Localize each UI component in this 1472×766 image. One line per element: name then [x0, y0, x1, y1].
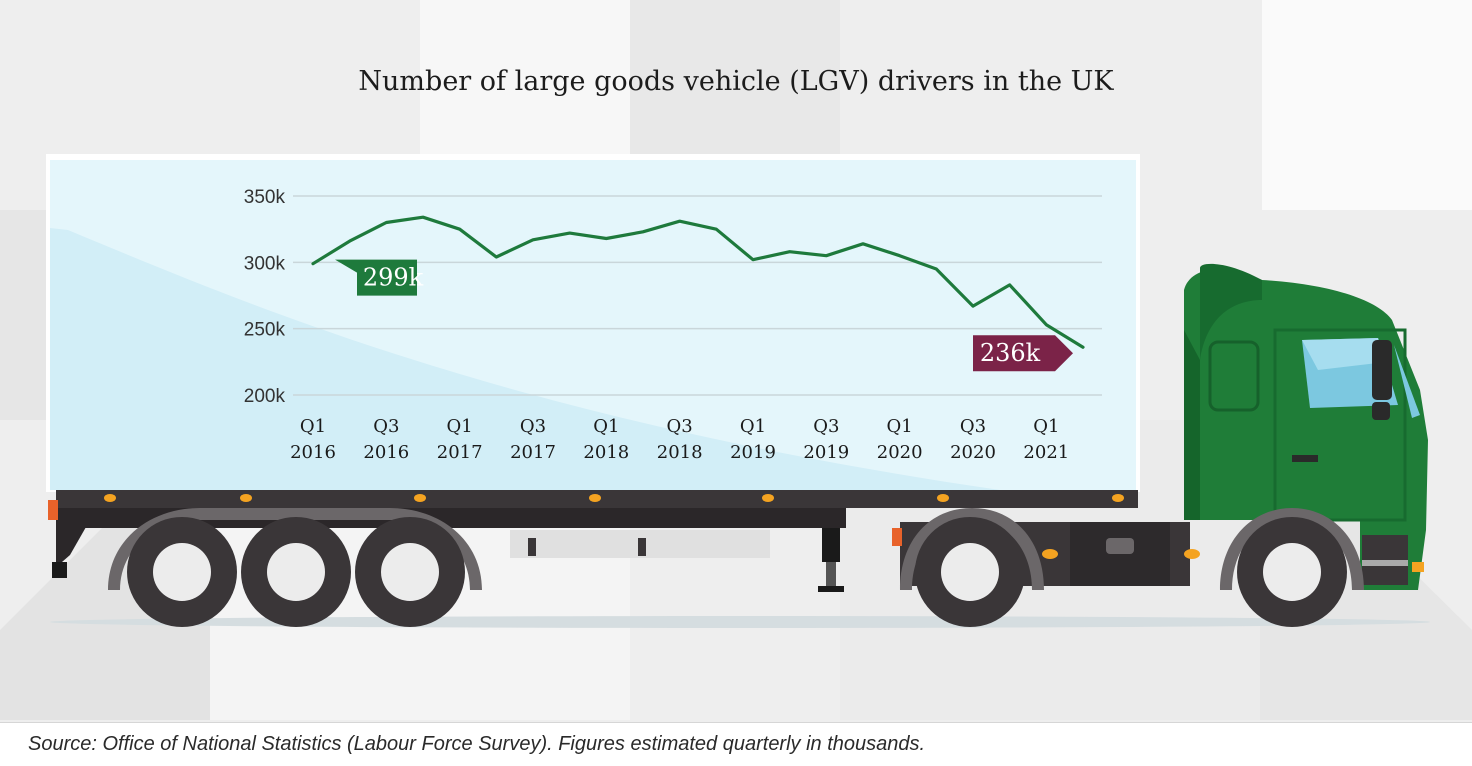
x-tick-label: 2020 [877, 442, 923, 463]
x-tick-label: Q1 [740, 416, 766, 437]
x-tick-label: 2017 [510, 442, 556, 463]
series-line [311, 215, 1085, 349]
x-tick-label: 2019 [803, 442, 849, 463]
x-tick-label: 2020 [950, 442, 996, 463]
trailer-wheels [108, 508, 482, 627]
x-tick-label: Q3 [813, 416, 839, 437]
x-tick-label: 2016 [290, 442, 336, 463]
start-value-label: 299k [363, 264, 424, 292]
truck-cab [1184, 263, 1428, 590]
start-value-callout [335, 259, 417, 296]
x-tick-label: 2021 [1023, 442, 1069, 463]
y-tick-label: 300k [244, 253, 286, 274]
end-value-label: 236k [980, 339, 1041, 367]
line-chart: 350k 300k 250k 200k Q1 2016 Q3 2016 Q1 2017 Q3 2017… [244, 187, 1102, 463]
x-tick-label: 2018 [657, 442, 703, 463]
y-tick-label: 250k [244, 320, 286, 341]
truck-chassis [892, 508, 1364, 627]
trailer-box [46, 154, 1140, 492]
y-tick-label: 200k [244, 386, 286, 407]
ground-shadow [50, 616, 1430, 628]
footer-bar [0, 722, 1472, 766]
x-tick-label: Q3 [373, 416, 399, 437]
x-tick-label: 2017 [437, 442, 483, 463]
y-tick-label: 350k [244, 187, 286, 208]
x-tick-label: 2019 [730, 442, 776, 463]
x-tick-label: Q3 [520, 416, 546, 437]
x-tick-label: 2018 [583, 442, 629, 463]
x-tick-label: Q3 [667, 416, 693, 437]
x-tick-label: Q1 [300, 416, 326, 437]
chart-title: Number of large goods vehicle (LGV) driv… [358, 66, 1114, 97]
x-tick-label: Q1 [447, 416, 473, 437]
end-value-callout [973, 335, 1073, 372]
source-note: Source: Office of National Statistics (L… [28, 733, 926, 755]
background-tile [1262, 0, 1472, 210]
x-tick-label: Q1 [593, 416, 619, 437]
marker-lights [104, 494, 1124, 502]
x-tick-label: Q1 [887, 416, 913, 437]
x-tick-label: Q3 [960, 416, 986, 437]
x-tick-label: 2016 [363, 442, 409, 463]
x-tick-label: Q1 [1033, 416, 1059, 437]
